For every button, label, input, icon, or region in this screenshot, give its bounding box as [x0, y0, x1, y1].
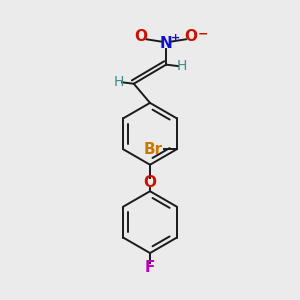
Text: F: F: [145, 260, 155, 275]
Text: +: +: [170, 33, 180, 43]
Text: H: H: [113, 75, 124, 89]
Text: −: −: [198, 28, 208, 40]
Text: O: O: [143, 176, 157, 190]
Text: H: H: [176, 59, 187, 73]
Text: N: N: [160, 36, 172, 51]
Text: Br: Br: [144, 142, 163, 157]
Text: O: O: [185, 29, 198, 44]
Text: O: O: [135, 29, 148, 44]
